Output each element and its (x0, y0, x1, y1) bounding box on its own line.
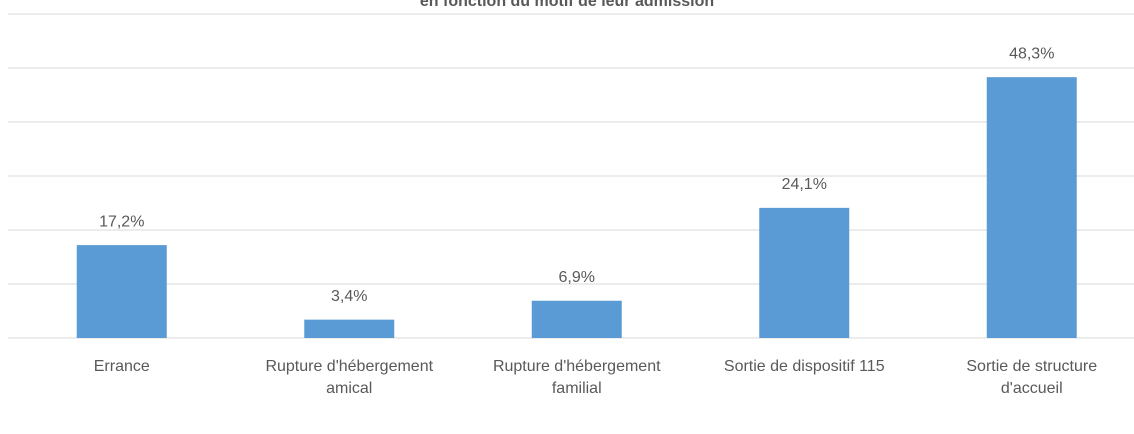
bar (531, 300, 622, 338)
x-tick-label: Sortie de structure d'accueil (966, 358, 1098, 397)
data-label: 48,3% (1009, 45, 1054, 62)
x-tick-label: Rupture d'hébergement amical (265, 358, 434, 397)
data-label: 24,1% (782, 176, 827, 193)
data-label: 6,9% (559, 269, 595, 286)
x-tick-label: Errance (93, 358, 150, 375)
x-tick-label: Sortie de dispositif 115 (723, 358, 885, 375)
bar (986, 77, 1077, 339)
bar (759, 207, 850, 338)
bar (76, 245, 167, 338)
chart-title: en fonction du motif de leur admission (420, 0, 714, 10)
x-tick-label: Rupture d'hébergement familial (492, 358, 661, 397)
bar (304, 319, 395, 338)
data-label: 17,2% (99, 213, 144, 230)
data-label: 3,4% (331, 288, 367, 305)
